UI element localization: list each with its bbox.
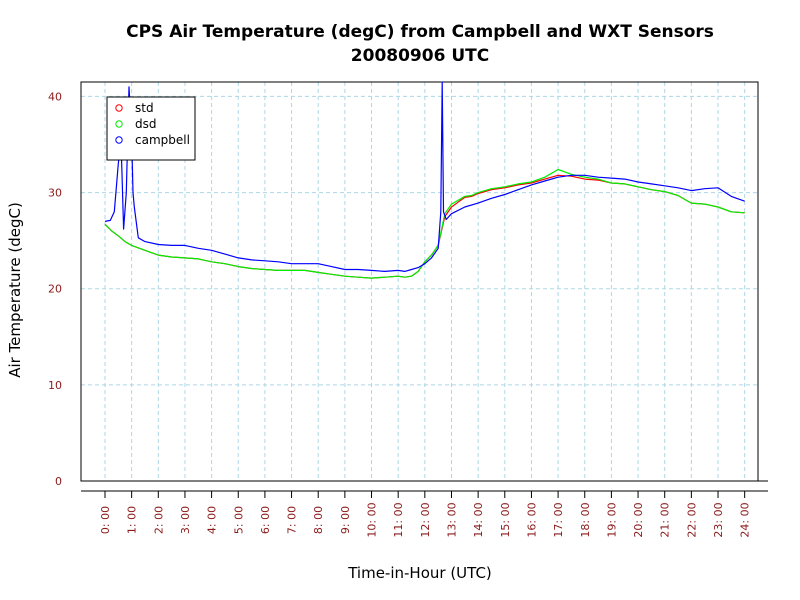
y-tick-label: 30 — [48, 187, 62, 200]
legend-marker-dsd — [115, 120, 123, 128]
x-tick-label: 9: 00 — [339, 506, 352, 534]
x-tick-label: 20: 00 — [632, 502, 645, 537]
legend-label-dsd: dsd — [135, 117, 157, 131]
legend: std dsd campbell — [106, 96, 196, 161]
x-tick-label: 11: 00 — [392, 502, 405, 537]
x-tick-label: 17: 00 — [552, 502, 565, 537]
x-tick-label: 15: 00 — [499, 502, 512, 537]
x-tick-label: 19: 00 — [605, 502, 618, 537]
x-axis: 0: 00 1: 00 2: 00 3: 00 4: 00 5: 00 6: 00 7: 00… — [81, 480, 768, 538]
x-tick-label: 23: 00 — [712, 502, 725, 537]
x-tick-label: 14: 00 — [472, 502, 485, 537]
x-tick-label: 8: 00 — [312, 506, 325, 534]
chart-title: CPS Air Temperature (degC) from Campbell… — [126, 22, 714, 42]
x-tick-label: 6: 00 — [259, 506, 272, 534]
x-tick-label: 21: 00 — [659, 502, 672, 537]
legend-label-campbell: campbell — [135, 133, 190, 147]
y-tick-label: 10 — [48, 379, 62, 392]
x-tick-label: 1: 00 — [126, 506, 139, 534]
grid — [81, 82, 758, 482]
legend-marker-campbell — [115, 136, 123, 144]
x-tick-label: 0: 00 — [99, 506, 112, 534]
x-tick-label: 7: 00 — [286, 506, 299, 534]
x-tick-label: 13: 00 — [445, 502, 458, 537]
x-tick-label: 4: 00 — [206, 506, 219, 534]
legend-marker-std — [115, 104, 123, 112]
x-tick-label: 2: 00 — [152, 506, 165, 534]
x-tick-label: 24: 00 — [739, 502, 752, 537]
y-axis-label: Air Temperature (degC) — [6, 202, 24, 378]
legend-box — [106, 96, 196, 161]
y-axis: 0 10 20 30 40 — [48, 90, 62, 488]
x-tick-label: 12: 00 — [419, 502, 432, 537]
x-tick-label: 16: 00 — [525, 502, 538, 537]
series-group — [104, 81, 745, 279]
y-tick-label: 0 — [55, 475, 62, 488]
x-tick-label: 18: 00 — [579, 502, 592, 537]
plot-box — [80, 81, 759, 482]
x-tick-label: 3: 00 — [179, 506, 192, 534]
x-tick-label: 5: 00 — [232, 506, 245, 534]
x-tick-label: 22: 00 — [685, 502, 698, 537]
y-tick-label: 40 — [48, 90, 62, 103]
y-tick-label: 20 — [48, 283, 62, 296]
x-axis-label: Time-in-Hour (UTC) — [347, 564, 492, 582]
series-line-dsd — [104, 168, 745, 279]
x-tick-label: 10: 00 — [366, 502, 379, 537]
legend-label-std: std — [135, 101, 154, 115]
series-line-campbell — [104, 81, 745, 272]
chart-subtitle: 20080906 UTC — [351, 46, 489, 66]
